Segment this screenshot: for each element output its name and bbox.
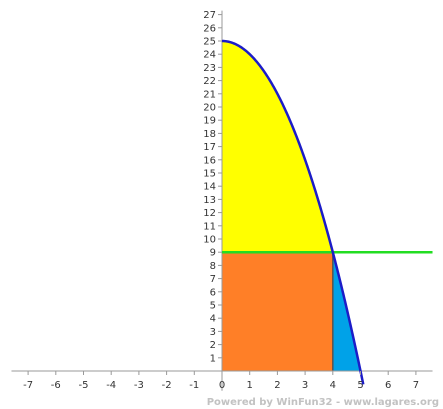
- y-tick-label-15: 15: [203, 169, 216, 180]
- y-tick-label-19: 19: [203, 116, 216, 127]
- y-tick-label-13: 13: [203, 195, 216, 206]
- x-tick-label-7: 7: [413, 380, 419, 391]
- x-tick-label-3: 3: [302, 380, 308, 391]
- y-tick-label-2: 2: [210, 340, 216, 351]
- x-tick-label--2: -2: [162, 380, 172, 391]
- shaded-regions: [222, 41, 361, 371]
- y-tick-label-24: 24: [203, 50, 216, 61]
- curve-group: [221, 39, 365, 385]
- y-tick-label-26: 26: [203, 23, 216, 34]
- y-tick-label-3: 3: [210, 327, 216, 338]
- y-tick-label-12: 12: [203, 208, 216, 219]
- parabola-curve: [221, 39, 365, 385]
- y-tick-label-1: 1: [210, 353, 216, 364]
- y-tick-label-25: 25: [203, 37, 216, 48]
- y-tick-label-14: 14: [203, 182, 216, 193]
- y-tick-label-16: 16: [203, 155, 216, 166]
- x-tick-label--1: -1: [189, 380, 199, 391]
- x-tick-label--7: -7: [23, 380, 33, 391]
- y-tick-label-17: 17: [203, 142, 216, 153]
- y-tick-label-8: 8: [210, 261, 216, 272]
- y-tick-label-11: 11: [203, 221, 216, 232]
- x-tick-label--6: -6: [51, 380, 61, 391]
- y-tick-label-22: 22: [203, 76, 216, 87]
- region-under-curve-above-line-0: [222, 41, 333, 253]
- region-rectangle-1: [222, 252, 333, 371]
- x-tick-label--3: -3: [134, 380, 144, 391]
- x-tick-label-0: 0: [219, 380, 225, 391]
- y-tick-label-18: 18: [203, 129, 216, 140]
- x-tick-label-6: 6: [385, 380, 391, 391]
- x-tick-label-5: 5: [357, 380, 363, 391]
- tick-labels: -7 -6 -5 -4 -3 -2 -1 0 1 2 3 4 5 6 7123456789101112131…: [23, 10, 419, 391]
- y-tick-label-9: 9: [210, 248, 216, 259]
- y-tick-label-27: 27: [203, 10, 216, 21]
- y-tick-label-4: 4: [210, 314, 216, 325]
- y-tick-label-6: 6: [210, 287, 216, 298]
- x-tick-label--4: -4: [106, 380, 116, 391]
- x-tick-label--5: -5: [79, 380, 89, 391]
- x-tick-label-2: 2: [274, 380, 280, 391]
- y-tick-label-21: 21: [203, 89, 216, 100]
- y-tick-label-20: 20: [203, 103, 216, 114]
- watermark: Powered by WinFun32 - www.lagares.org: [206, 397, 439, 408]
- y-tick-label-23: 23: [203, 63, 216, 74]
- y-tick-label-10: 10: [203, 235, 216, 246]
- y-tick-label-7: 7: [210, 274, 216, 285]
- x-tick-label-1: 1: [247, 380, 253, 391]
- x-tick-label-4: 4: [330, 380, 336, 391]
- y-tick-label-5: 5: [210, 301, 216, 312]
